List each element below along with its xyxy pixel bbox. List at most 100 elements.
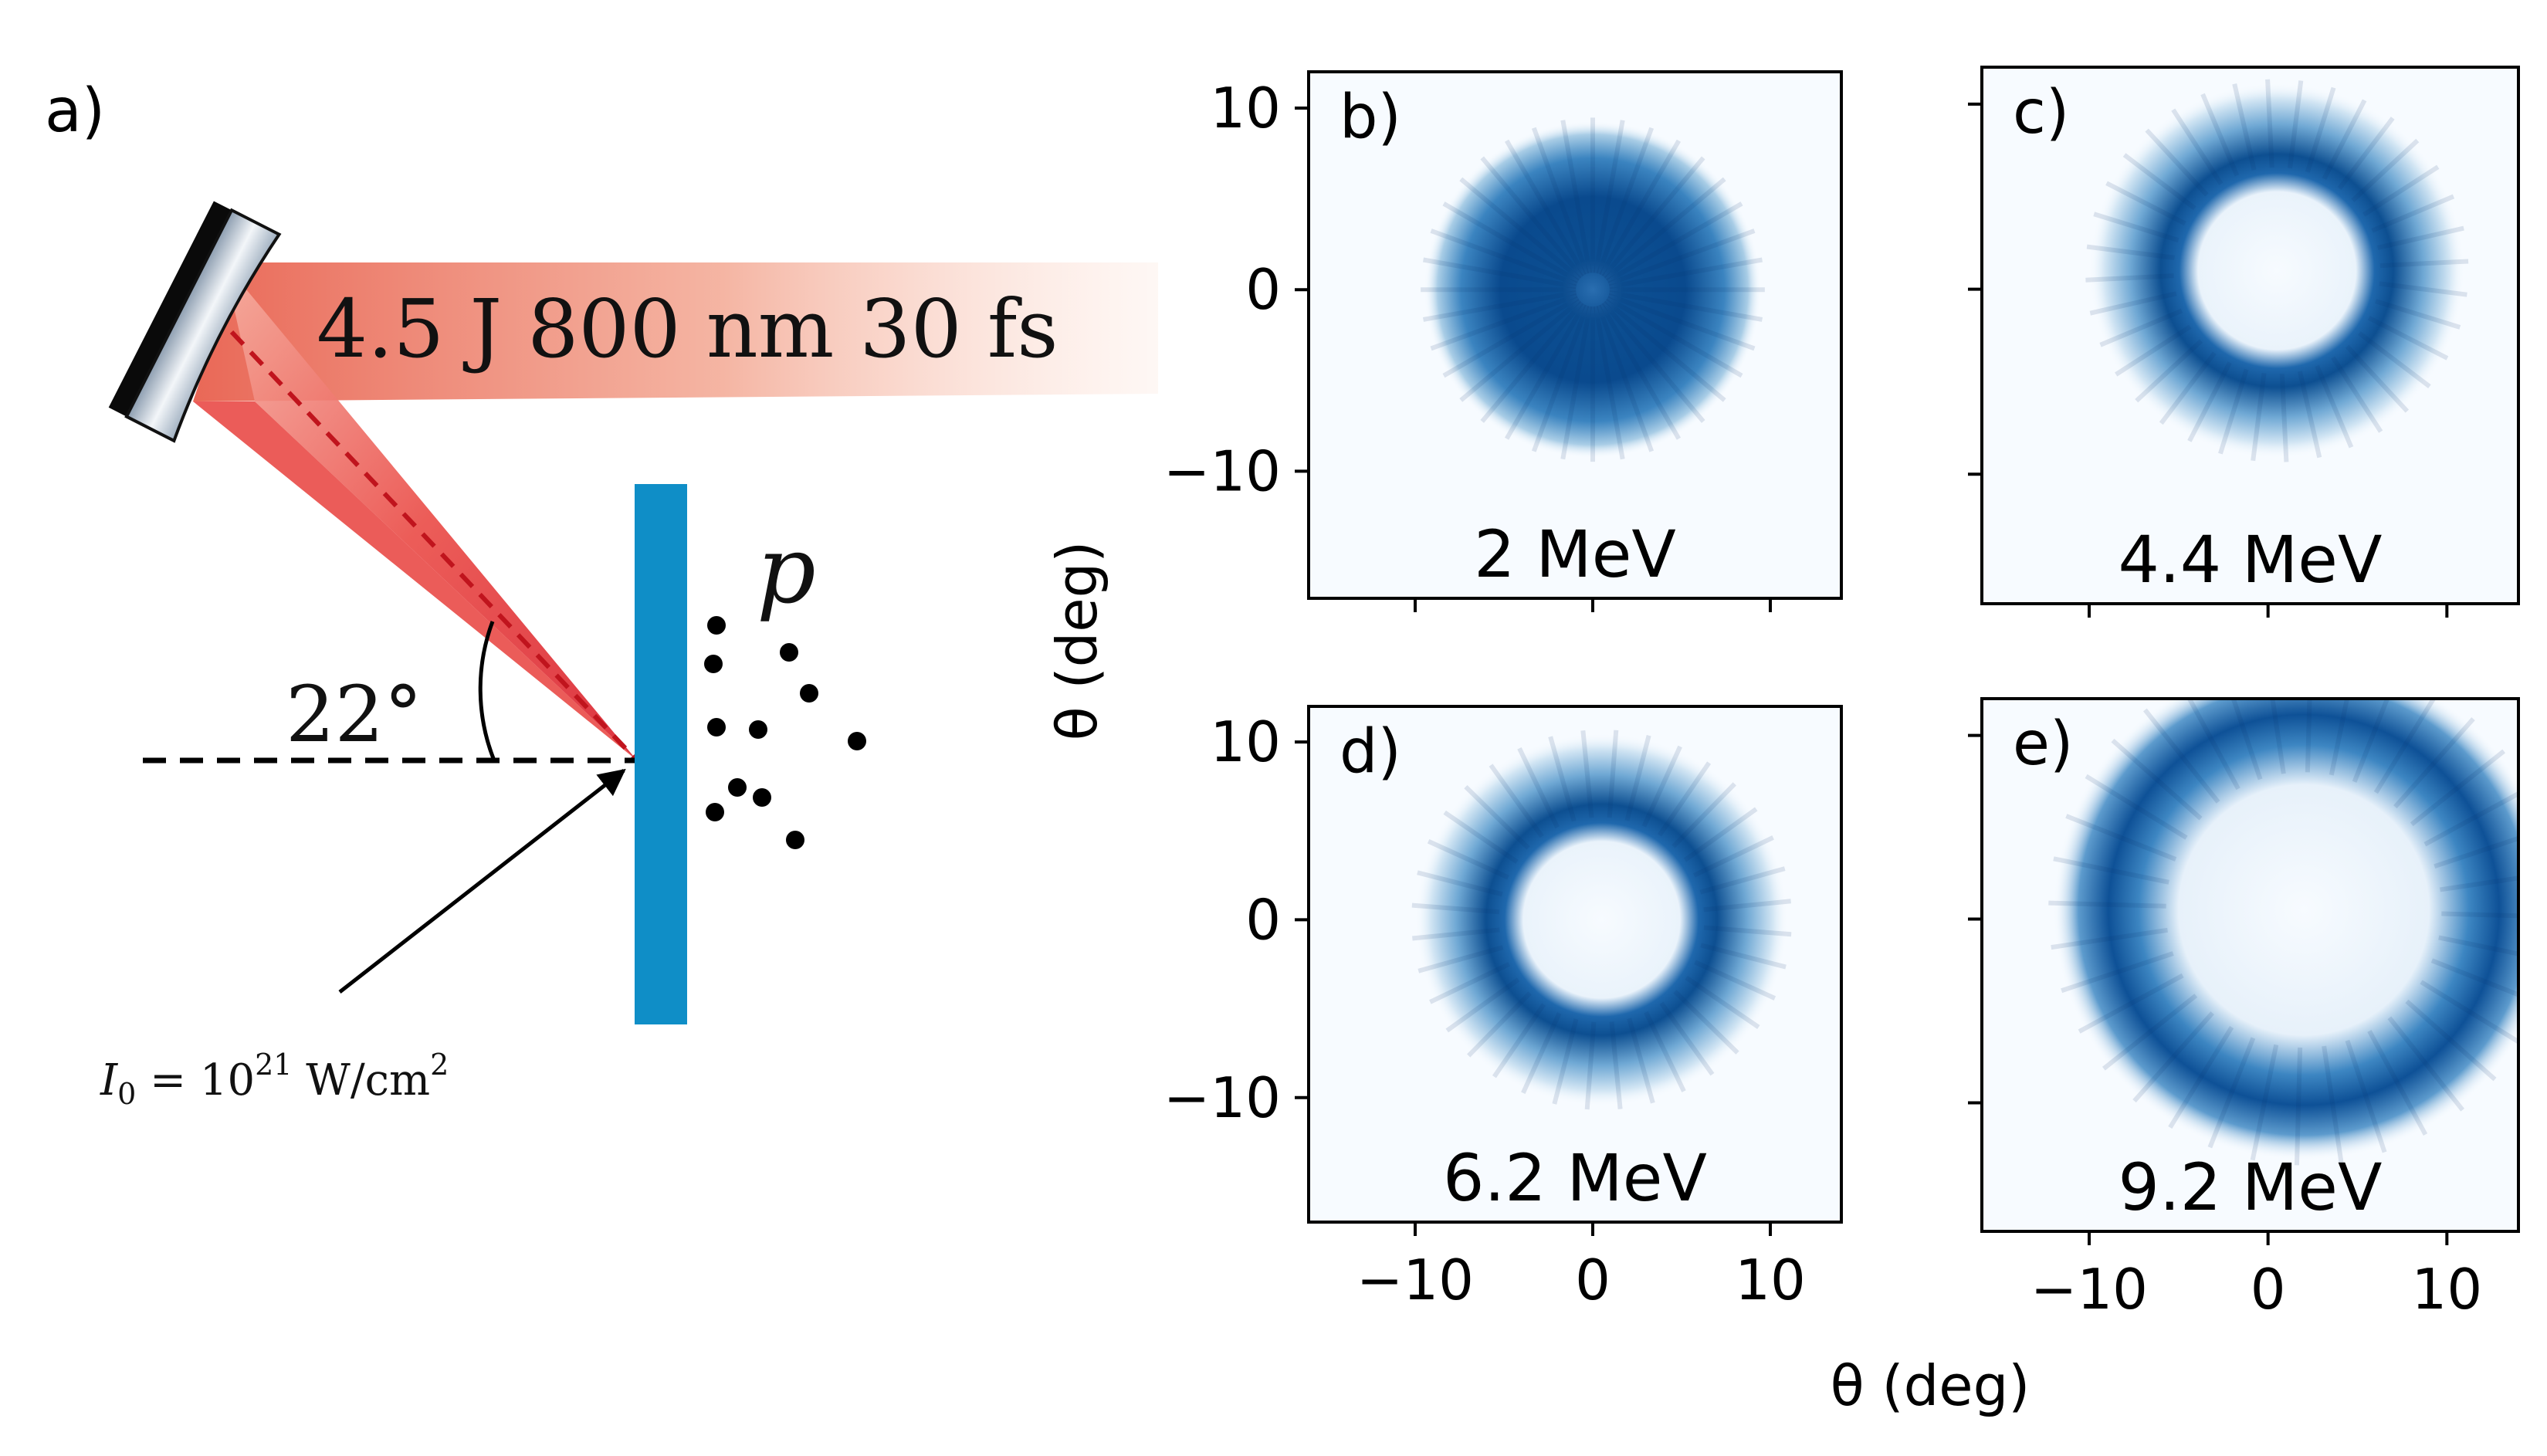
heatmap-panels: b) 2 MeV −10 0 10 c) 4.4 MeV d) 6.2 MeV −10 −10 0 0 1…: [1163, 66, 2520, 1322]
beam-streak: [1412, 927, 1500, 941]
x-tick-label: 0: [1575, 1248, 1611, 1312]
beam-streak: [1658, 761, 1712, 837]
proton-dot: [706, 803, 724, 821]
parabolic-mirror: [108, 201, 282, 443]
beam-streak: [2207, 1037, 2256, 1149]
beam-streak: [1480, 156, 1584, 279]
beam-streak: [1601, 156, 1705, 279]
beam-streak: [2393, 717, 2475, 809]
proton-dot: [707, 718, 726, 736]
beam-streak: [2410, 749, 2506, 827]
beam-streak: [1504, 139, 1587, 276]
beam-streak: [1671, 782, 1736, 848]
beam-streak: [2423, 791, 2518, 847]
focusing-cone-lower: [193, 401, 637, 760]
beam-streak: [1624, 735, 1651, 821]
beam-streak: [2200, 93, 2240, 177]
beam-streak: [1659, 1001, 1715, 1076]
beam-streak: [1683, 807, 1758, 862]
beam-streak: [2159, 351, 2217, 425]
beam-streak: [2351, 138, 2420, 202]
proton-dot: [707, 616, 726, 635]
beam-streak: [2367, 316, 2449, 361]
beam-streak: [1694, 960, 1776, 1001]
beam-streak: [2294, 1047, 2303, 1166]
beam-streak: [2168, 1026, 2234, 1129]
beam-streak: [2171, 108, 2224, 185]
beam-streak: [2405, 999, 2497, 1082]
beam-streak: [2329, 699, 2350, 776]
beam-streak: [2371, 194, 2455, 233]
beam-streak: [2105, 181, 2186, 226]
focusing-cone: [224, 262, 637, 760]
beam-streak: [2089, 291, 2177, 316]
beam-streak: [1531, 127, 1590, 275]
panel-label-a: a): [45, 76, 105, 146]
beam-streak: [2251, 372, 2267, 462]
panel-label: e): [2013, 709, 2073, 779]
incidence-angle-arc: [478, 621, 496, 761]
beam-streak: [2373, 699, 2437, 794]
beam-streak: [2230, 699, 2263, 780]
y-tick-label: 0: [1245, 887, 1281, 952]
beam-streak: [1685, 975, 1760, 1029]
beam-streak: [1627, 1018, 1655, 1104]
panel-label: c): [2013, 78, 2069, 147]
beam-streak: [1492, 1003, 1546, 1078]
beam-streak: [1692, 835, 1774, 878]
target-foil: [635, 484, 687, 1024]
beam-streak: [1480, 301, 1584, 423]
beam-streak: [1673, 990, 1739, 1055]
proton-beam-profile: [1424, 120, 1762, 459]
beam-streak: [1430, 293, 1578, 351]
beam-streak: [2048, 900, 2166, 909]
beam-streak: [1584, 1021, 1597, 1110]
x-tick-label: 10: [2412, 1257, 2483, 1322]
beam-streak: [2186, 699, 2240, 791]
beam-streak: [1580, 730, 1594, 818]
beam-streak: [2322, 1045, 2344, 1163]
beam-streak: [1609, 1021, 1623, 1109]
beam-streak: [1443, 810, 1519, 864]
beam-streak: [2440, 875, 2518, 892]
beam-streak: [1641, 745, 1682, 828]
beam-streak: [1593, 306, 1625, 460]
beam-streak: [2331, 356, 2383, 433]
beam-streak: [1464, 784, 1530, 850]
beam-streak: [1596, 127, 1655, 275]
beam-streak: [1531, 304, 1590, 452]
beam-streak: [1429, 962, 1511, 1004]
energy-label: 4.4 MeV: [2119, 522, 2383, 598]
proton-dot: [848, 732, 866, 750]
beam-streak: [2122, 153, 2196, 211]
beam-streak: [2053, 856, 2169, 885]
beam-streak: [2358, 331, 2431, 388]
beam-streak: [2085, 774, 2188, 840]
peak-intensity-label: I0 = 1021 W/cm2: [100, 1048, 449, 1111]
heatmap-panel-4: e) 9.2 MeV −10 0 10: [1968, 697, 2520, 1322]
beam-streak: [1607, 293, 1756, 351]
x-tick-label: 0: [2251, 1257, 2286, 1322]
beam-streak: [2420, 980, 2518, 1045]
beam-streak: [1604, 298, 1726, 402]
beam-streak: [2093, 212, 2180, 242]
beam-streak: [1442, 201, 1580, 283]
beam-streak: [1552, 1018, 1579, 1105]
beam-streak: [1606, 296, 1743, 378]
beam-streak: [2145, 128, 2209, 197]
beam-streak: [1430, 229, 1578, 286]
beam-streak: [2086, 244, 2175, 260]
beam-streak: [1459, 177, 1582, 281]
beam-streak: [1560, 120, 1593, 274]
heatmap-panel-2: c) 4.4 MeV: [1968, 66, 2520, 618]
heatmap-panel-1: b) 2 MeV −10 0 10: [1163, 70, 1843, 612]
beam-streak: [1608, 257, 1763, 290]
beam-streak: [2379, 281, 2467, 297]
x-tick-label: 10: [1735, 1248, 1806, 1312]
proton-beam-profile: [2089, 83, 2465, 459]
schematic-panel: a) 4.5 J 800 nm 30 fs 22° I0 = 1021 W/cm…: [45, 76, 1158, 1111]
beam-streak: [1599, 139, 1682, 276]
beam-streak: [2438, 935, 2518, 957]
panel-label: d): [1340, 717, 1401, 787]
y-tick-label: 10: [1210, 76, 1281, 141]
